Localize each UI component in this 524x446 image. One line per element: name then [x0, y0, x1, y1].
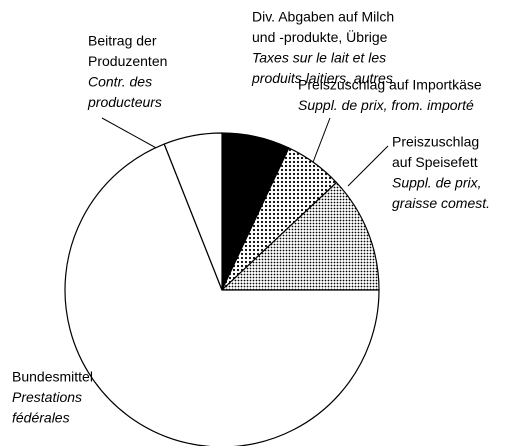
slice-label: und -produkte, Übrige: [252, 28, 388, 45]
slice-label: Produzenten: [88, 53, 167, 69]
slice-label: auf Speisefett: [392, 154, 478, 170]
slice-label-fr: produits laitiers, autres: [251, 70, 393, 86]
slice-label-fr: Contr. des: [88, 74, 152, 90]
slice-label-fr: graisse comest.: [392, 195, 490, 211]
slice-label: Bundesmittel: [12, 369, 93, 385]
leader-line: [347, 145, 389, 187]
slice-label: Preiszuschlag: [392, 134, 479, 150]
pie-slice: [220, 181, 380, 291]
slice-label-fr: fédérales: [12, 410, 70, 426]
slice-label: Preiszuschlag auf Importkäse: [298, 77, 482, 93]
slice-label-fr: Suppl. de prix, from. importé: [298, 97, 474, 113]
slice-label-fr: Suppl. de prix,: [392, 175, 482, 191]
slice-label-fr: Taxes sur le lait et les: [252, 50, 386, 66]
pie-slice: [64, 143, 380, 446]
slice-label: Beitrag der: [88, 33, 157, 49]
slice-label: Div. Abgaben auf Milch: [252, 9, 394, 25]
pie-slice: [163, 132, 223, 291]
slice-label-fr: producteurs: [87, 94, 162, 110]
slice-label-fr: Prestations: [12, 389, 82, 405]
